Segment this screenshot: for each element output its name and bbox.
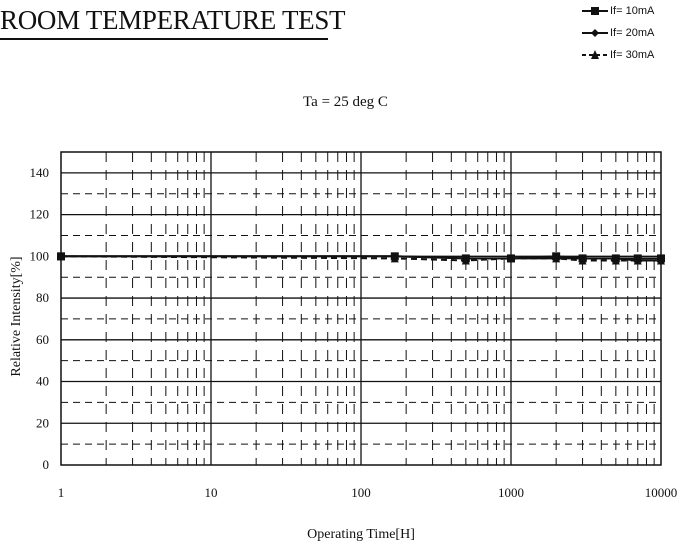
legend-diamond-marker-icon [582, 29, 608, 37]
legend-label-series-3: If= 30mA [610, 49, 655, 61]
data-point-series-3 [57, 252, 65, 261]
data-point-series-3 [390, 254, 399, 263]
data-point-series-3 [611, 256, 620, 265]
chart-legend: If= 10mA If= 20mA If= 30mA [582, 2, 679, 68]
x-tick-label: 10 [205, 485, 218, 500]
data-point-series-3 [657, 256, 665, 265]
y-tick-label: 120 [30, 207, 50, 222]
legend-triangle-marker-icon [582, 50, 608, 59]
y-tick-label: 80 [36, 290, 49, 305]
legend-item-series-1: If= 10mA [582, 2, 679, 24]
data-point-series-3 [507, 254, 515, 263]
legend-item-series-2: If= 20mA [582, 24, 679, 46]
data-point-series-3 [633, 256, 642, 265]
x-tick-label: 10000 [645, 485, 678, 500]
y-axis-label: Relative Intensity[%] [9, 256, 24, 376]
title-underline [0, 38, 328, 40]
x-axis-label: Operating Time[H] [307, 527, 415, 542]
y-tick-label: 140 [30, 165, 50, 180]
legend-item-series-3: If= 30mA [582, 46, 679, 68]
chart-subtitle: Ta = 25 deg C [303, 94, 388, 110]
y-tick-label: 100 [30, 248, 50, 263]
data-point-series-3 [552, 254, 561, 263]
y-tick-label: 40 [36, 374, 49, 389]
y-tick-label: 0 [43, 457, 50, 472]
x-tick-label: 1000 [498, 485, 524, 500]
x-tick-label: 1 [58, 485, 65, 500]
page-title: ROOM TEMPERATURE TEST [0, 5, 346, 35]
legend-label-series-1: If= 10mA [610, 5, 655, 17]
y-tick-label: 20 [36, 415, 49, 430]
data-point-series-3 [578, 256, 587, 265]
legend-label-series-2: If= 20mA [610, 27, 655, 39]
legend-square-marker-icon [582, 7, 608, 15]
y-tick-label: 60 [36, 332, 49, 347]
x-tick-label: 100 [351, 485, 371, 500]
data-point-series-3 [461, 256, 470, 265]
